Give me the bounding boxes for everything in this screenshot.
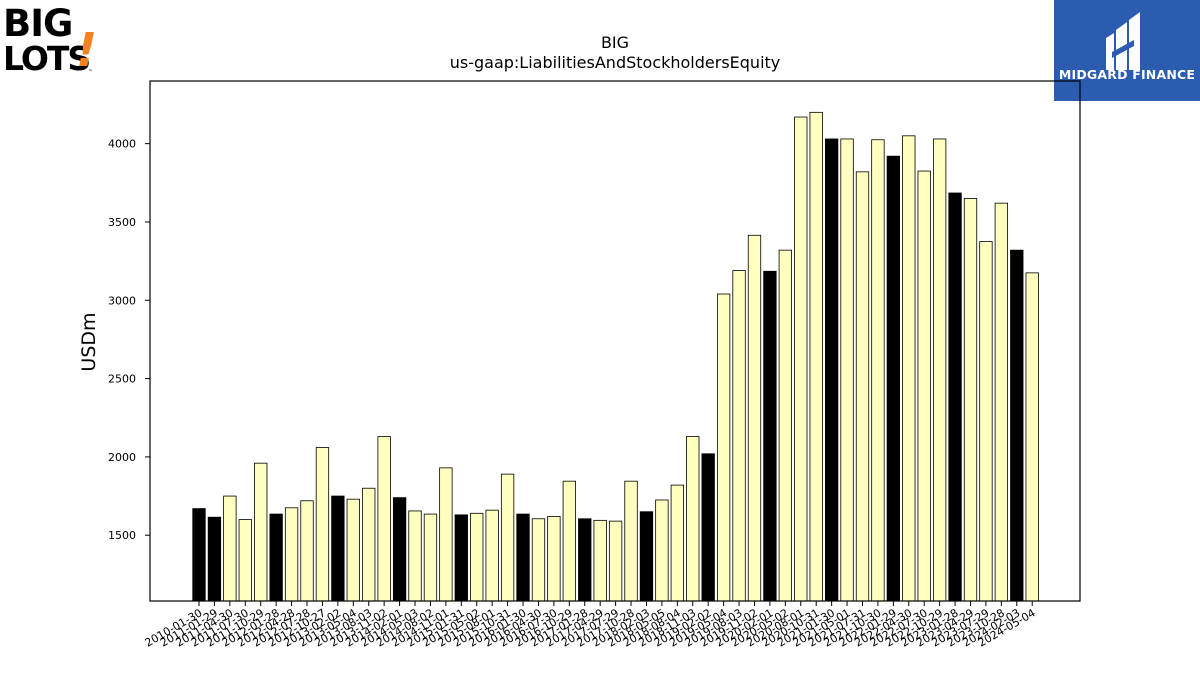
- bar-38: [778, 249, 792, 602]
- bar-49: [948, 192, 962, 602]
- bar-23: [547, 516, 561, 602]
- bar-6: [284, 507, 299, 602]
- chart-subtitle: us-gaap:LiabilitiesAndStockholdersEquity: [450, 53, 781, 72]
- y-axis-label: USDm: [78, 312, 100, 371]
- bar-24: [562, 480, 576, 602]
- bar-50: [963, 198, 978, 602]
- bar-16: [439, 467, 453, 602]
- bar-48: [932, 138, 947, 602]
- y-tick-label: 2500: [108, 373, 136, 386]
- bar-41: [824, 138, 839, 602]
- bar-9: [331, 495, 345, 602]
- bar-14: [408, 510, 422, 602]
- midgard-finance-logo: MIDGARD FINANCE: [1054, 0, 1200, 101]
- bar-44: [871, 139, 885, 602]
- bar-7: [300, 500, 314, 602]
- bar-15: [423, 513, 438, 602]
- bar-5: [269, 513, 283, 602]
- logo-line-2: LOTS: [3, 39, 89, 74]
- bar-43: [855, 171, 870, 602]
- bar-46: [902, 135, 916, 602]
- bar-40: [809, 111, 823, 602]
- bar-21: [516, 513, 530, 602]
- bar-8: [315, 447, 330, 602]
- plot-frame: [149, 80, 1081, 602]
- y-axis: 1500 2000 2500 3000 3500 4000: [108, 138, 150, 542]
- bar-0: [192, 508, 206, 602]
- bar-13: [392, 497, 407, 602]
- chart-title: BIG: [601, 33, 629, 52]
- x-axis: 2010-01-302011-01-292011-04-302011-07-30…: [143, 601, 1038, 650]
- bar-18: [470, 512, 484, 602]
- logo-exclamation: !: [76, 23, 97, 74]
- bar-29: [639, 511, 654, 602]
- big-lots-logo: BIG LOTS ! ™: [2, 2, 102, 78]
- y-tick-label: 3500: [108, 216, 136, 229]
- bar-19: [485, 509, 499, 602]
- y-tick-label: 1500: [108, 529, 136, 542]
- bars-group: [192, 111, 1039, 602]
- bar-54: [1025, 272, 1039, 602]
- bar-45: [886, 155, 900, 602]
- y-tick-label: 4000: [108, 138, 136, 151]
- bar-42: [840, 138, 854, 602]
- bar-4: [254, 462, 268, 602]
- bar-20: [500, 473, 515, 602]
- bar-12: [377, 436, 391, 602]
- bar-36: [747, 234, 762, 602]
- y-tick-label: 3000: [108, 294, 136, 307]
- bar-32: [686, 436, 700, 602]
- midgard-finance-wordmark: MIDGARD FINANCE: [1058, 67, 1196, 82]
- bar-10: [346, 498, 360, 602]
- bar-3: [238, 519, 252, 602]
- bar-11: [362, 487, 376, 602]
- bar-33: [701, 453, 715, 602]
- bar-35: [732, 270, 746, 602]
- bar-17: [454, 514, 468, 602]
- bar-2: [223, 495, 237, 602]
- bar-27: [608, 520, 623, 602]
- bar-39: [794, 116, 808, 602]
- y-tick-label: 2000: [108, 451, 136, 464]
- bar-22: [531, 518, 546, 602]
- bar-53: [1010, 249, 1024, 602]
- bar-30: [655, 499, 669, 602]
- bar-52: [994, 202, 1009, 602]
- logo-line-1: BIG: [3, 2, 72, 45]
- bar-1: [207, 516, 222, 602]
- bar-28: [624, 480, 638, 602]
- bar-37: [763, 270, 777, 602]
- bar-51: [979, 241, 993, 602]
- midgard-emblem-icon: [1106, 12, 1140, 70]
- bar-34: [716, 293, 731, 602]
- bar-25: [578, 518, 592, 602]
- bar-26: [593, 519, 607, 602]
- bar-31: [670, 484, 684, 602]
- logo-trademark: ™: [88, 69, 93, 74]
- bar-47: [917, 170, 931, 602]
